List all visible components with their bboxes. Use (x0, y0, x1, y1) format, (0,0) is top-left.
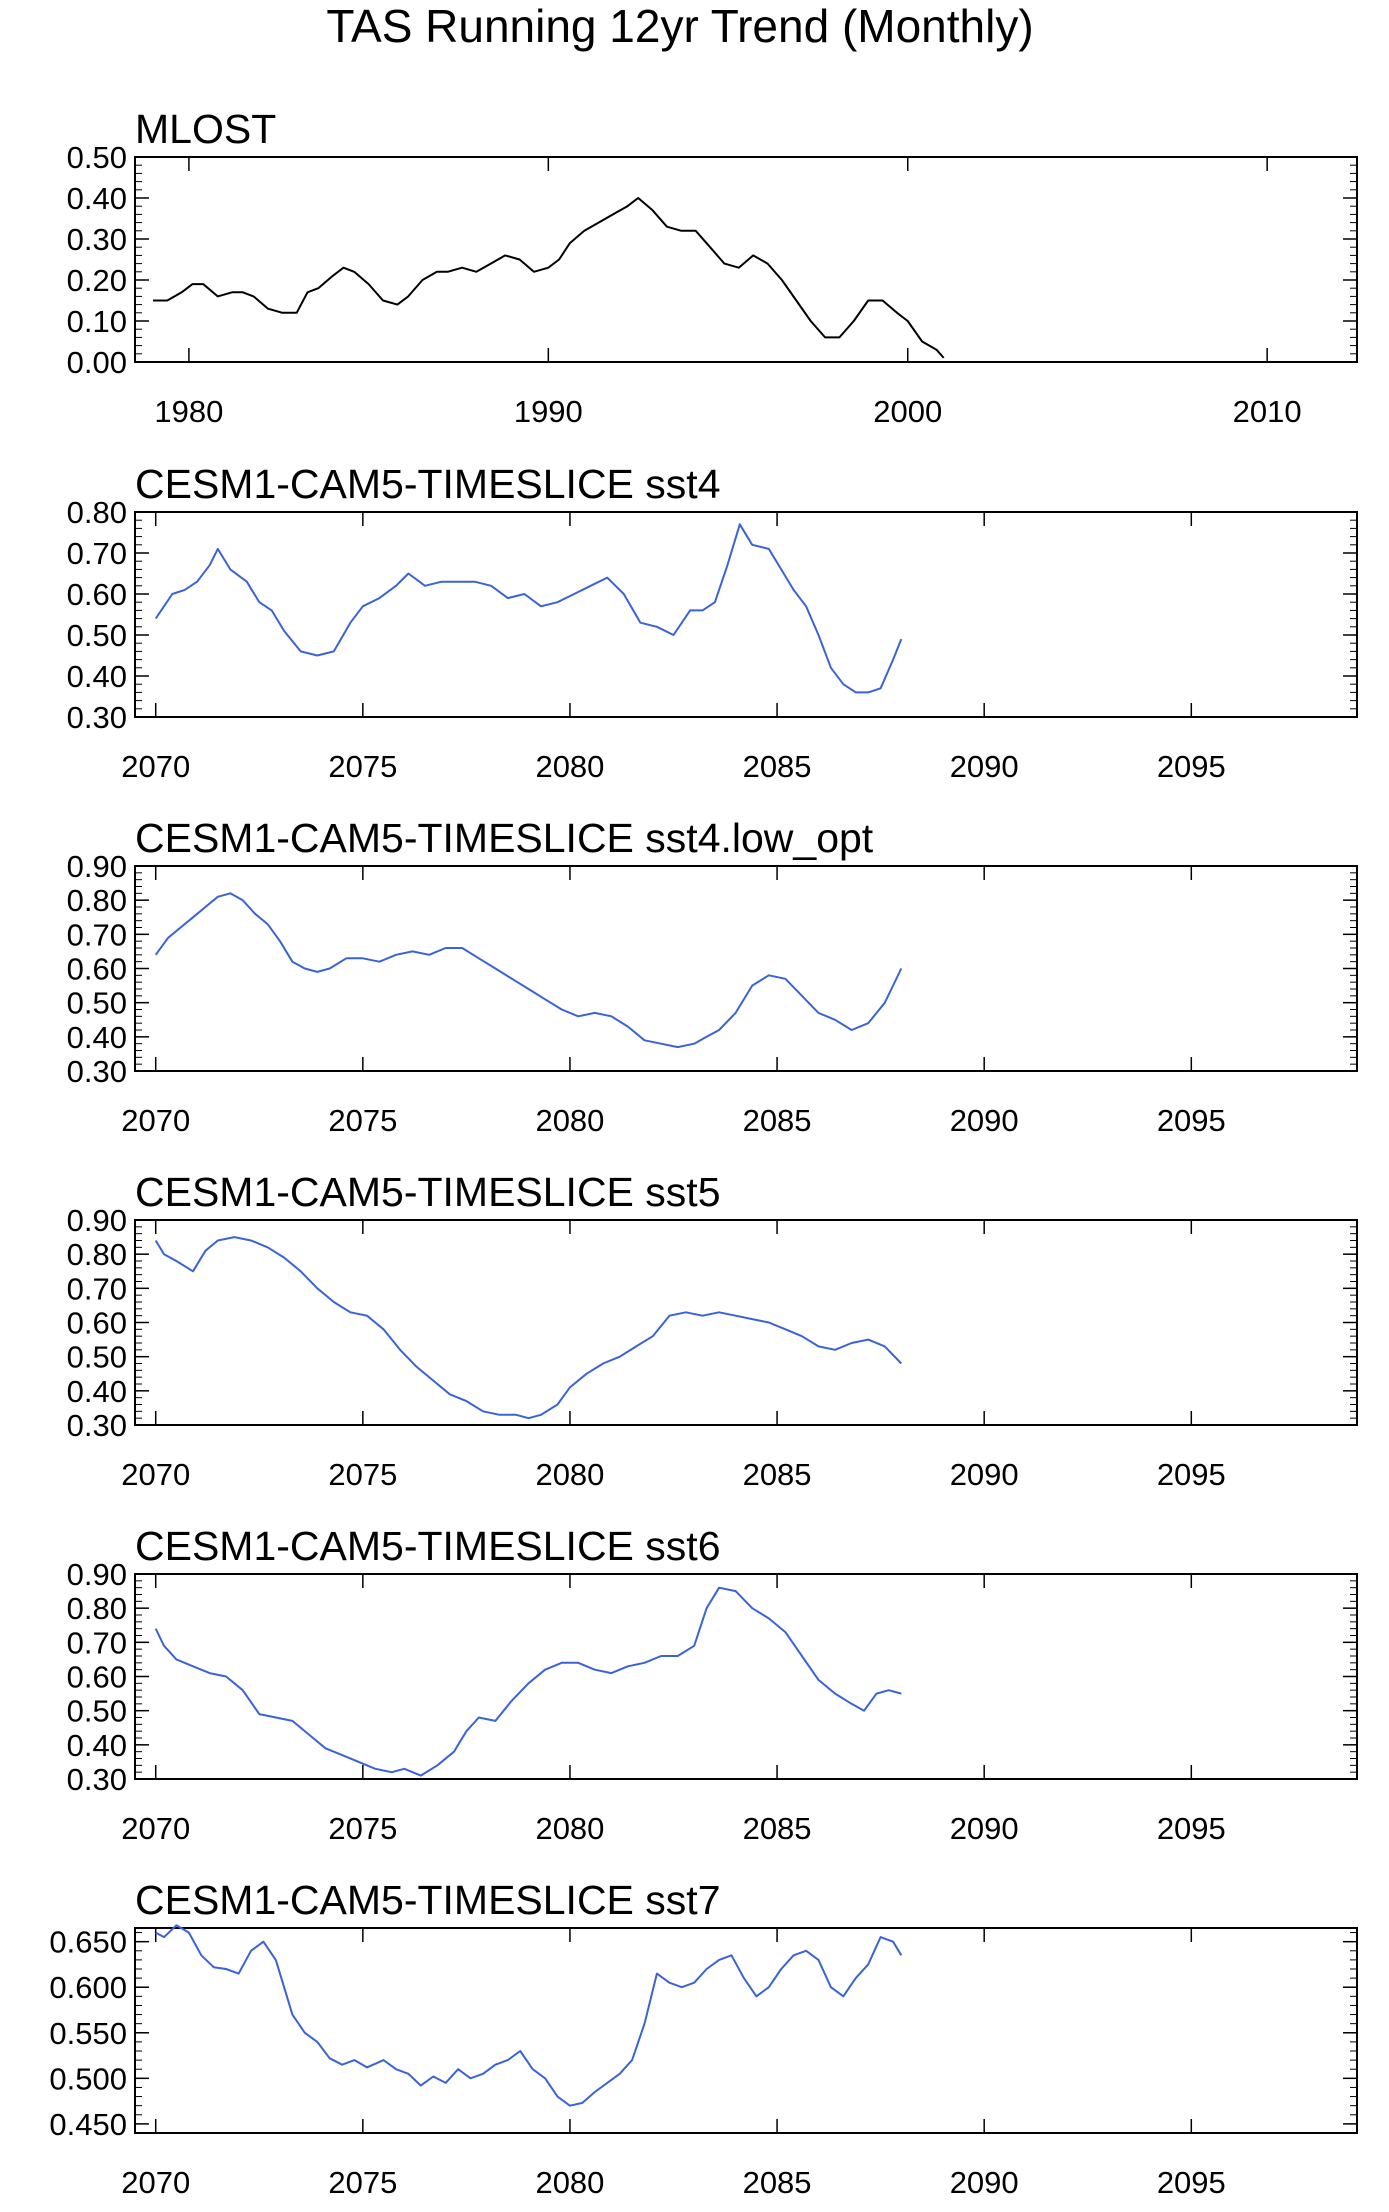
x-tick-label: 2075 (328, 2165, 397, 2200)
y-tick-label: 0.70 (67, 917, 127, 952)
x-tick-label: 2095 (1157, 749, 1226, 784)
chart-panel: CESM1-CAM5-TIMESLICE sst7 0.450 0.500 0.550… (49, 1877, 1358, 2200)
series-line (154, 1586, 902, 1777)
x-tick-label: 2070 (121, 1457, 190, 1492)
x-tick-label: 2085 (743, 1457, 812, 1492)
x-tick-label: 2090 (950, 2165, 1019, 2200)
x-tick-label: 2000 (873, 394, 942, 429)
y-tick-label: 0.70 (67, 1625, 127, 1660)
x-tick-label: 2075 (328, 1457, 397, 1492)
y-tick-label: 0.70 (67, 536, 127, 571)
series-line (154, 892, 903, 1049)
series-line (154, 523, 903, 694)
y-tick-label: 0.80 (67, 883, 127, 918)
x-tick-label: 2080 (535, 1457, 604, 1492)
x-tick-label: 2095 (1157, 1457, 1226, 1492)
y-tick-label: 0.50 (67, 986, 127, 1021)
chart-panel: CESM1-CAM5-TIMESLICE sst6 0.300.400.500.6… (67, 1523, 1358, 1846)
x-tick-label: 2080 (535, 1811, 604, 1846)
y-tick-label: 0.60 (67, 1660, 127, 1695)
y-tick-label: 0.30 (67, 700, 127, 735)
y-tick-label: 0.90 (67, 1557, 127, 1592)
panel-title: CESM1-CAM5-TIMESLICE sst7 (135, 1877, 721, 1923)
y-tick-label: 0.80 (67, 495, 127, 530)
chart-panel: CESM1-CAM5-TIMESLICE sst4 0.30 0.40 0.50 0.6… (67, 461, 1358, 784)
y-tick-label: 0.40 (67, 1020, 127, 1055)
plot-frame (134, 511, 1358, 718)
x-tick-label: 2090 (950, 1457, 1019, 1492)
y-tick-label: 0.80 (67, 1237, 127, 1272)
y-tick-label: 0.40 (67, 181, 127, 216)
y-tick-label: 0.60 (67, 1306, 127, 1341)
x-tick-label: 2070 (121, 1103, 190, 1138)
y-tick-label: 0.40 (67, 659, 127, 694)
figure-title: TAS Running 12yr Trend (Monthly) (326, 0, 1033, 52)
x-tick-label: 2080 (535, 1103, 604, 1138)
x-tick-label: 2085 (743, 1811, 812, 1846)
plot-frame (134, 865, 1358, 1072)
x-tick-label: 2085 (743, 1103, 812, 1138)
series-line (153, 197, 945, 359)
x-tick-label: 1980 (154, 394, 223, 429)
x-tick-label: 2075 (328, 1103, 397, 1138)
x-tick-label: 2085 (743, 2165, 812, 2200)
series-line (155, 1924, 903, 2107)
y-tick-label: 0.80 (67, 1591, 127, 1626)
plot-frame (134, 156, 1358, 363)
y-tick-label: 0.00 (67, 345, 127, 380)
y-tick-label: 0.60 (67, 952, 127, 987)
x-tick-label: 2095 (1157, 2165, 1226, 2200)
panel-title: CESM1-CAM5-TIMESLICE sst4.low_opt (135, 815, 874, 861)
x-tick-label: 2090 (950, 1103, 1019, 1138)
x-tick-label: 2095 (1157, 1811, 1226, 1846)
x-tick-label: 2095 (1157, 1103, 1226, 1138)
y-tick-label: 0.10 (67, 304, 127, 339)
y-tick-label: 0.90 (67, 849, 127, 884)
y-tick-label: 0.450 (49, 2107, 127, 2142)
plot-frame (134, 1573, 1358, 1780)
y-tick-label: 0.500 (49, 2061, 127, 2096)
panel-title: CESM1-CAM5-TIMESLICE sst5 (135, 1169, 721, 1215)
y-tick-label: 0.50 (67, 1340, 127, 1375)
x-tick-label: 2090 (950, 1811, 1019, 1846)
x-tick-label: 1990 (514, 394, 583, 429)
y-tick-label: 0.60 (67, 577, 127, 612)
y-tick-label: 0.90 (67, 1203, 127, 1238)
series-line (154, 1236, 903, 1420)
y-tick-label: 0.70 (67, 1271, 127, 1306)
y-tick-label: 0.30 (67, 1408, 127, 1443)
y-tick-label: 0.600 (49, 1970, 127, 2005)
plot-frame (134, 1927, 1358, 2134)
y-tick-label: 0.650 (49, 1925, 127, 1960)
x-tick-label: 2070 (121, 749, 190, 784)
y-tick-label: 0.40 (67, 1374, 127, 1409)
y-tick-label: 0.40 (67, 1728, 127, 1763)
x-tick-label: 2075 (328, 1811, 397, 1846)
plot-frame (134, 1219, 1358, 1426)
y-tick-label: 0.30 (67, 222, 127, 257)
x-tick-label: 2085 (743, 749, 812, 784)
x-tick-label: 2010 (1233, 394, 1302, 429)
y-tick-label: 0.50 (67, 1694, 127, 1729)
chart-panel: CESM1-CAM5-TIMESLICE sst4.low_opt 0.300.4… (67, 815, 1358, 1138)
x-tick-label: 2090 (950, 749, 1019, 784)
x-tick-label: 2070 (121, 1811, 190, 1846)
chart-panel: CESM1-CAM5-TIMESLICE sst5 0.300.400.500.6… (67, 1169, 1358, 1492)
y-tick-label: 0.550 (49, 2016, 127, 2051)
y-tick-label: 0.20 (67, 263, 127, 298)
y-tick-label: 0.50 (67, 140, 127, 175)
x-tick-label: 2070 (121, 2165, 190, 2200)
panel-title: CESM1-CAM5-TIMESLICE sst6 (135, 1523, 721, 1569)
chart-panel: MLOST 0.00 0.10 0.20 0.30 0.40 0.50 1980 1990 200… (67, 106, 1358, 429)
x-tick-label: 2075 (328, 749, 397, 784)
y-tick-label: 0.30 (67, 1054, 127, 1089)
y-tick-label: 0.30 (67, 1762, 127, 1797)
panel-title: CESM1-CAM5-TIMESLICE sst4 (135, 461, 721, 507)
x-tick-label: 2080 (535, 2165, 604, 2200)
y-tick-label: 0.50 (67, 618, 127, 653)
x-tick-label: 2080 (535, 749, 604, 784)
panel-title: MLOST (135, 106, 276, 152)
